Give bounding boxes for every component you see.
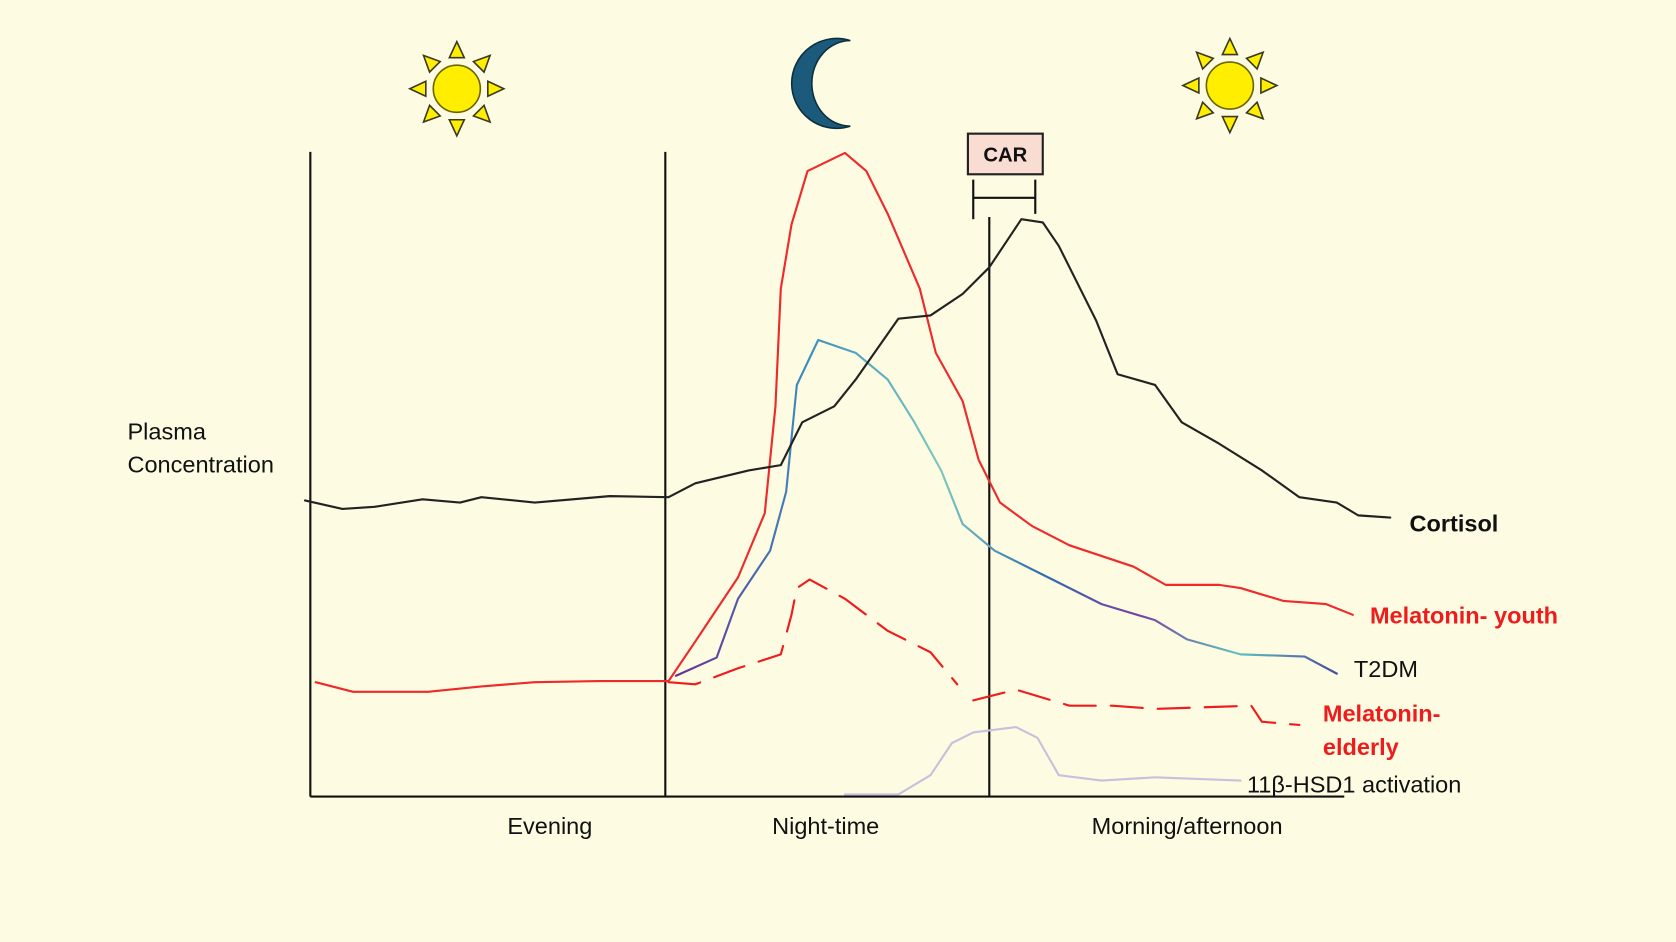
melatonin-youth-curve bbox=[314, 151, 1354, 693]
period-label: Night-time bbox=[772, 813, 879, 839]
curve-label: 11β-HSD1 activation bbox=[1247, 771, 1461, 797]
sun-icon bbox=[408, 40, 505, 137]
axes bbox=[309, 151, 1345, 798]
sun-icon bbox=[1182, 37, 1278, 134]
curve-label: T2DM bbox=[1354, 656, 1418, 682]
moon-icon bbox=[790, 37, 851, 130]
curve-label: Cortisol bbox=[1410, 510, 1499, 536]
car-label: CAR bbox=[983, 144, 1027, 166]
cortisol-curve bbox=[303, 218, 1392, 519]
curve-label: Melatonin- youth bbox=[1370, 602, 1558, 628]
curve-label: elderly bbox=[1323, 734, 1399, 760]
melatonin-elderly-curve bbox=[972, 688, 1301, 727]
y-axis-label: Plasma bbox=[127, 418, 206, 444]
hsd1-curve bbox=[843, 726, 1242, 796]
t2dm-curve bbox=[674, 338, 1338, 677]
melatonin-elderly-curve bbox=[667, 578, 959, 686]
curve-label: Melatonin- bbox=[1323, 701, 1441, 727]
period-label: Morning/afternoon bbox=[1092, 813, 1283, 839]
car-box bbox=[966, 132, 1044, 176]
period-label: Evening bbox=[507, 813, 592, 839]
y-axis-label: Concentration bbox=[127, 452, 273, 478]
